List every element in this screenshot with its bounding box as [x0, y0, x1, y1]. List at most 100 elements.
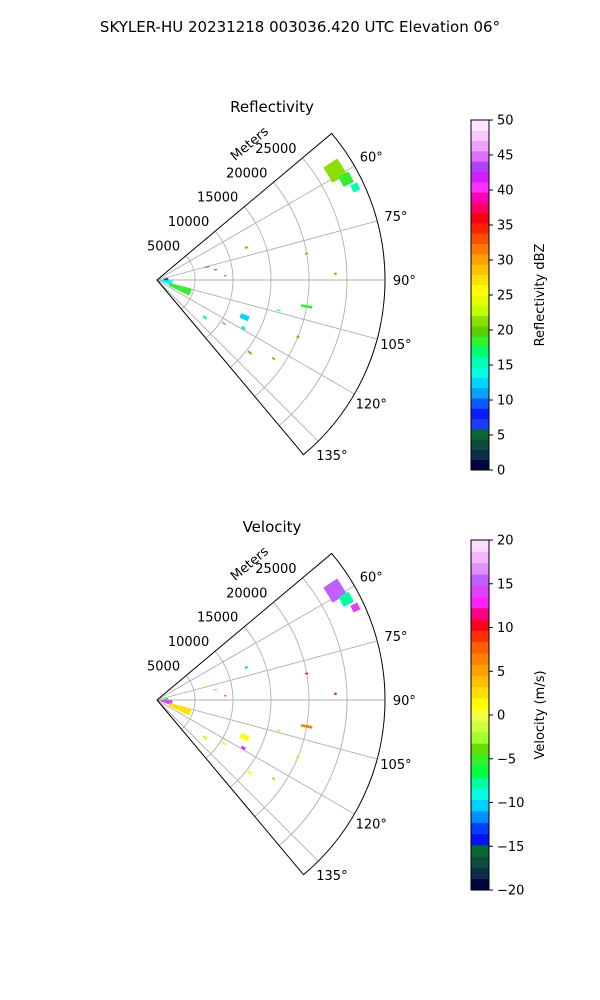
- echo-patch: [202, 735, 208, 740]
- colorbar-segment: [471, 765, 489, 778]
- colorbar-tick-label: 25: [497, 289, 514, 304]
- colorbar-segment: [471, 202, 489, 214]
- range-ring: [229, 206, 272, 368]
- azimuth-spoke: [156, 585, 355, 701]
- echo-patch: [247, 770, 253, 775]
- colorbar-segment: [471, 295, 489, 306]
- echo-patch: [276, 309, 281, 312]
- azimuth-spoke: [156, 279, 378, 340]
- echo-patch: [271, 776, 276, 781]
- colorbar-tick-label: 5: [497, 429, 505, 444]
- colorbar-label: Velocity (m/s): [533, 670, 548, 759]
- angle-tick-label: 75°: [384, 210, 407, 225]
- colorbar-tick-label: 15: [497, 359, 514, 374]
- colorbar-segment: [471, 449, 489, 461]
- colorbar-segment: [471, 743, 489, 756]
- angle-tick-label: 120°: [356, 398, 387, 413]
- echo-patch: [300, 304, 313, 309]
- angle-tick-label: 120°: [356, 818, 387, 833]
- colorbar-segment: [471, 264, 489, 275]
- colorbar-segment: [471, 212, 489, 224]
- echo-patch: [168, 283, 192, 296]
- echo-patch: [163, 697, 169, 701]
- colorbar-segment: [471, 596, 489, 609]
- colorbar-tick-label: −20: [497, 884, 524, 899]
- echo-patch: [271, 356, 276, 361]
- colorbar-tick-label: 45: [497, 149, 514, 164]
- echo-patch: [338, 171, 354, 187]
- echo-patch: [334, 272, 337, 276]
- colorbar-segment: [471, 305, 489, 317]
- range-ring: [254, 182, 310, 397]
- radial-tick-label: 5000: [147, 240, 180, 255]
- colorbar-segment: [471, 551, 489, 564]
- radial-tick-label: 25000: [255, 142, 296, 157]
- colorbar-segment: [471, 686, 489, 699]
- angle-tick-label: 135°: [316, 869, 347, 884]
- colorbar-tick-label: 10: [497, 394, 514, 409]
- colorbar-tick-label: −5: [497, 752, 516, 767]
- radial-tick-label: 5000: [147, 660, 180, 675]
- azimuth-spoke: [156, 699, 355, 815]
- colorbar-tick-label: −15: [497, 840, 524, 855]
- colorbar-segment: [471, 418, 489, 430]
- echo-patch: [244, 666, 249, 669]
- radial-tick-label: 25000: [255, 562, 296, 577]
- colorbar-segment: [471, 709, 489, 722]
- echo-patch: [334, 692, 337, 696]
- colorbar-tick-label: 20: [497, 324, 514, 339]
- colorbar-tick-label: 40: [497, 184, 514, 199]
- colorbar-segment: [471, 377, 489, 389]
- colorbar-segment: [471, 408, 489, 420]
- colorbar-segment: [471, 315, 489, 327]
- colorbar-tick-label: 15: [497, 577, 514, 592]
- echo-patch: [239, 733, 250, 742]
- colorbar-tick-label: 20: [497, 534, 514, 549]
- colorbar-segment: [471, 754, 489, 767]
- colorbar-segment: [471, 720, 489, 733]
- echo-patch: [213, 269, 217, 271]
- colorbar-segment: [471, 284, 489, 296]
- colorbar-segment: [471, 120, 489, 131]
- echo-patch: [338, 591, 354, 607]
- angle-tick-label: 90°: [393, 694, 416, 709]
- colorbar-segment: [471, 253, 489, 265]
- radial-tick-label: 20000: [226, 166, 267, 181]
- range-ring: [278, 577, 348, 846]
- colorbar-segment: [471, 652, 489, 665]
- colorbar-tick-label: 5: [497, 665, 505, 680]
- range-ring: [278, 157, 348, 426]
- echo-patch: [240, 325, 247, 331]
- colorbar-segment: [471, 140, 489, 152]
- angle-tick-label: 75°: [384, 630, 407, 645]
- colorbar-segment: [471, 810, 489, 823]
- radial-tick-label: 15000: [197, 191, 238, 206]
- colorbar-segment: [471, 833, 489, 846]
- azimuth-spoke: [156, 699, 378, 760]
- colorbar-segment: [471, 630, 489, 643]
- echo-patch: [168, 703, 192, 716]
- range-ring: [229, 626, 272, 788]
- panel-title: Reflectivity: [230, 98, 314, 116]
- radial-tick-label: 20000: [226, 586, 267, 601]
- colorbar-segment: [471, 573, 489, 586]
- echo-patch: [213, 689, 217, 691]
- echo-patch: [350, 602, 361, 613]
- colorbar-segment: [471, 367, 489, 378]
- azimuth-spoke: [156, 640, 378, 701]
- colorbar-segment: [471, 540, 489, 552]
- colorbar-segment: [471, 356, 489, 368]
- colorbar-segment: [471, 788, 489, 801]
- radial-tick-label: 10000: [168, 215, 209, 230]
- colorbar-segment: [471, 585, 489, 597]
- radial-tick-label: 15000: [197, 611, 238, 626]
- azimuth-spoke: [156, 279, 319, 442]
- colorbar-segment: [471, 192, 489, 203]
- colorbar-tick-label: 50: [497, 114, 514, 129]
- echo-patch: [276, 729, 281, 732]
- echo-patch: [204, 686, 210, 689]
- figure-suptitle: SKYLER-HU 20231218 003036.420 UTC Elevat…: [100, 18, 500, 36]
- echo-patch: [224, 695, 227, 697]
- radial-tick-label: 10000: [168, 635, 209, 650]
- colorbar-segment: [471, 641, 489, 654]
